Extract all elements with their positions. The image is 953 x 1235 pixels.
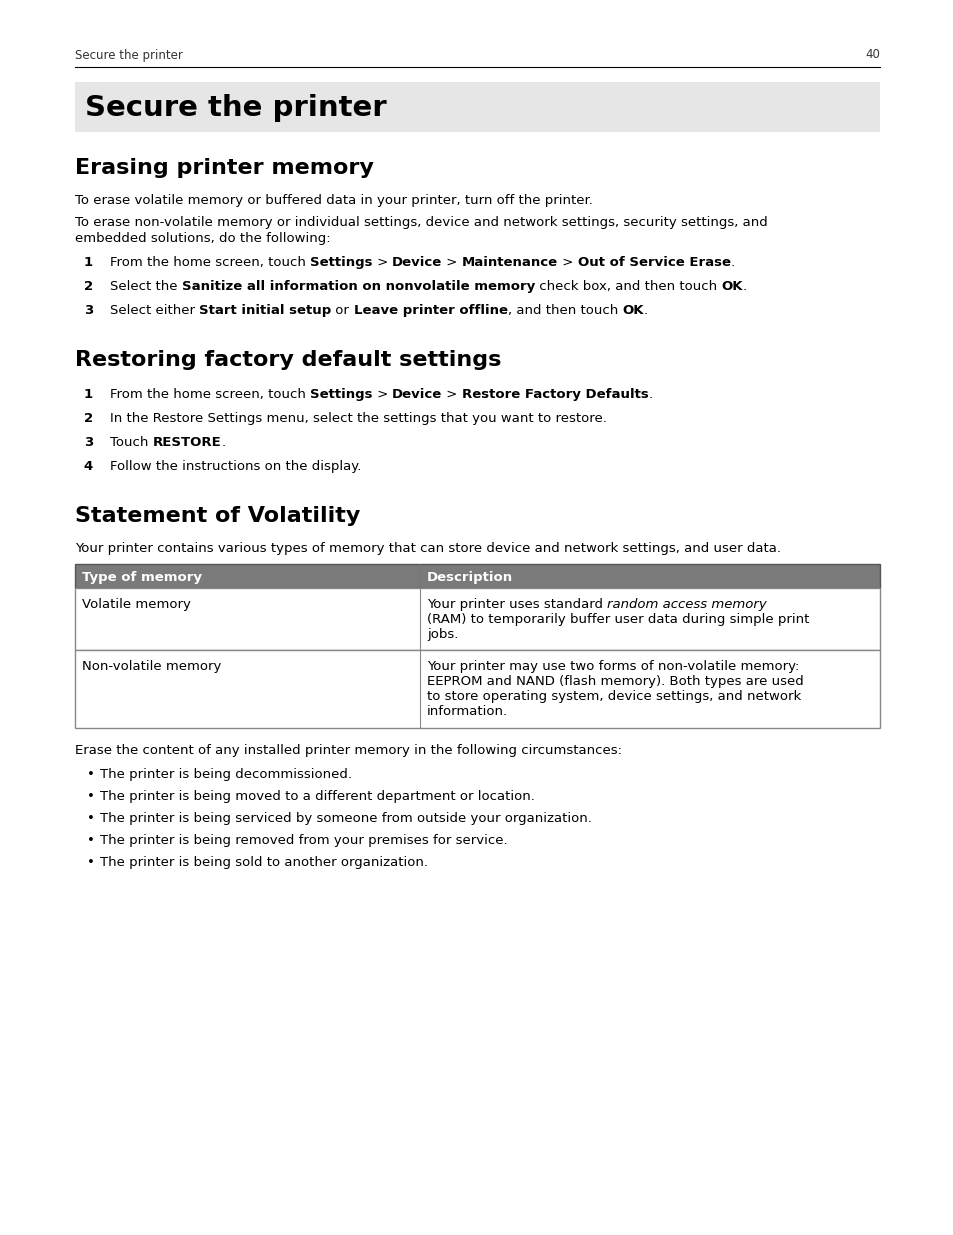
Text: The printer is being sold to another organization.: The printer is being sold to another org… — [100, 856, 428, 869]
Text: check box, and then touch: check box, and then touch — [535, 280, 720, 293]
Text: Restore Factory Defaults: Restore Factory Defaults — [461, 388, 648, 401]
Text: random access memory: random access memory — [607, 598, 766, 611]
Text: Follow the instructions on the display.: Follow the instructions on the display. — [110, 459, 361, 473]
Text: (RAM) to temporarily buffer user data during simple print: (RAM) to temporarily buffer user data du… — [427, 613, 808, 626]
Text: OK: OK — [621, 304, 643, 317]
Text: Statement of Volatility: Statement of Volatility — [75, 506, 360, 526]
Text: From the home screen, touch: From the home screen, touch — [110, 388, 310, 401]
Text: , and then touch: , and then touch — [507, 304, 621, 317]
Text: Your printer may use two forms of non-volatile memory:: Your printer may use two forms of non-vo… — [427, 659, 799, 673]
Text: To erase non-volatile memory or individual settings, device and network settings: To erase non-volatile memory or individu… — [75, 216, 767, 228]
Text: Restoring factory default settings: Restoring factory default settings — [75, 350, 501, 370]
Text: information.: information. — [427, 705, 508, 718]
FancyBboxPatch shape — [75, 82, 879, 132]
Text: •: • — [87, 768, 94, 781]
Text: Sanitize all information on nonvolatile memory: Sanitize all information on nonvolatile … — [182, 280, 535, 293]
Text: Secure the printer: Secure the printer — [85, 94, 386, 122]
Text: Erasing printer memory: Erasing printer memory — [75, 158, 374, 178]
Text: 2: 2 — [84, 412, 92, 425]
Text: Secure the printer: Secure the printer — [75, 48, 183, 62]
Text: embedded solutions, do the following:: embedded solutions, do the following: — [75, 232, 331, 245]
Text: 3: 3 — [84, 304, 92, 317]
Text: The printer is being decommissioned.: The printer is being decommissioned. — [100, 768, 352, 781]
Text: Your printer uses standard: Your printer uses standard — [427, 598, 607, 611]
Text: From the home screen, touch: From the home screen, touch — [110, 256, 310, 269]
Text: 1: 1 — [84, 388, 92, 401]
Text: 3: 3 — [84, 436, 92, 450]
Text: Select either: Select either — [110, 304, 199, 317]
Text: 40: 40 — [864, 48, 879, 62]
Text: •: • — [87, 834, 94, 847]
Text: Start initial setup: Start initial setup — [199, 304, 331, 317]
Text: Touch: Touch — [110, 436, 152, 450]
Text: Volatile memory: Volatile memory — [82, 598, 191, 611]
Text: Erase the content of any installed printer memory in the following circumstances: Erase the content of any installed print… — [75, 743, 621, 757]
Text: OK: OK — [720, 280, 742, 293]
Text: Non-volatile memory: Non-volatile memory — [82, 659, 221, 673]
Text: Select the: Select the — [110, 280, 182, 293]
Text: .: . — [742, 280, 746, 293]
Text: >: > — [373, 388, 392, 401]
Text: >: > — [442, 256, 461, 269]
Text: Description: Description — [427, 571, 513, 583]
Text: >: > — [442, 388, 461, 401]
Text: The printer is being removed from your premises for service.: The printer is being removed from your p… — [100, 834, 507, 847]
Text: 2: 2 — [84, 280, 92, 293]
Text: Device: Device — [392, 388, 442, 401]
Text: Device: Device — [392, 256, 442, 269]
Text: EEPROM and NAND (flash memory). Both types are used: EEPROM and NAND (flash memory). Both typ… — [427, 676, 803, 688]
Text: •: • — [87, 856, 94, 869]
Text: •: • — [87, 811, 94, 825]
Text: Maintenance: Maintenance — [461, 256, 558, 269]
Text: .: . — [648, 388, 652, 401]
Text: The printer is being serviced by someone from outside your organization.: The printer is being serviced by someone… — [100, 811, 591, 825]
Text: .: . — [643, 304, 647, 317]
Text: .: . — [221, 436, 225, 450]
Text: to store operating system, device settings, and network: to store operating system, device settin… — [427, 690, 801, 703]
Text: Settings: Settings — [310, 388, 373, 401]
Text: or: or — [331, 304, 354, 317]
Text: 4: 4 — [84, 459, 92, 473]
Text: •: • — [87, 790, 94, 803]
Text: >: > — [558, 256, 578, 269]
Text: The printer is being moved to a different department or location.: The printer is being moved to a differen… — [100, 790, 535, 803]
Text: Leave printer offline: Leave printer offline — [354, 304, 507, 317]
Text: In the Restore Settings menu, select the settings that you want to restore.: In the Restore Settings menu, select the… — [110, 412, 606, 425]
Text: RESTORE: RESTORE — [152, 436, 221, 450]
Text: Out of Service Erase: Out of Service Erase — [578, 256, 730, 269]
FancyBboxPatch shape — [75, 564, 879, 588]
Text: Settings: Settings — [310, 256, 373, 269]
Text: Your printer contains various types of memory that can store device and network : Your printer contains various types of m… — [75, 542, 781, 555]
Text: To erase volatile memory or buffered data in your printer, turn off the printer.: To erase volatile memory or buffered dat… — [75, 194, 592, 207]
Text: Type of memory: Type of memory — [82, 571, 202, 583]
Text: .: . — [730, 256, 734, 269]
FancyBboxPatch shape — [75, 588, 879, 650]
FancyBboxPatch shape — [75, 650, 879, 727]
Text: >: > — [373, 256, 392, 269]
Text: 1: 1 — [84, 256, 92, 269]
Text: jobs.: jobs. — [427, 629, 457, 641]
